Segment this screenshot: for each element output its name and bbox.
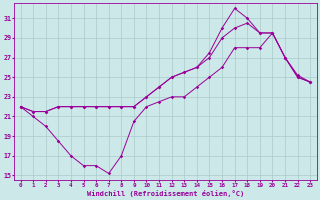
X-axis label: Windchill (Refroidissement éolien,°C): Windchill (Refroidissement éolien,°C)	[87, 190, 244, 197]
